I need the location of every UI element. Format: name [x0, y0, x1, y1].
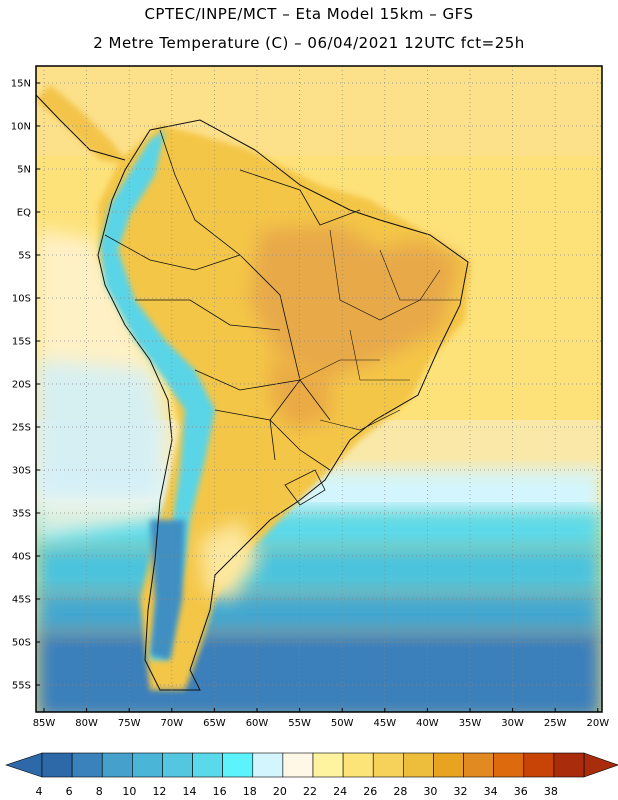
- colorbar-swatch: [403, 752, 434, 778]
- colorbar-label: 12: [152, 785, 166, 798]
- lat-tick-label: 30S: [12, 466, 31, 477]
- colorbar-swatch: [523, 752, 555, 778]
- coastline-south-america: [97, 119, 469, 691]
- colorbar-swatch: [162, 752, 193, 778]
- colorbar-label: 38: [544, 785, 558, 798]
- colorbar-swatch: [282, 752, 314, 778]
- colorbar-swatch: [372, 752, 404, 778]
- colorbar-label: 6: [66, 785, 73, 798]
- colorbar-label: 4: [36, 785, 43, 798]
- lat-tick-label: 15N: [11, 79, 31, 90]
- longitude-axis: 85W 80W 75W 70W 65W 60W 55W 50W 45W 40W 35W 30W 25W 2…: [33, 708, 609, 729]
- lon-tick-label: 45W: [373, 718, 396, 729]
- colorbar-swatch: [433, 752, 464, 778]
- state-borders: [299, 229, 460, 431]
- colorbar-swatch: [192, 752, 223, 778]
- lat-tick-label: 10N: [11, 122, 31, 133]
- colorbar-swatch: [463, 752, 494, 778]
- field-band-6c: [36, 630, 602, 712]
- colorbar-label: 32: [454, 785, 468, 798]
- chart-title-line1: CPTEC/INPE/MCT – Eta Model 15km – GFS: [144, 5, 474, 23]
- land-southern-andes: [150, 520, 185, 660]
- lon-tick-label: 70W: [160, 718, 183, 729]
- lat-tick-label: EQ: [17, 208, 31, 219]
- colorbar-label: 26: [363, 785, 377, 798]
- lat-tick-label: 35S: [12, 509, 31, 520]
- lat-tick-label: 55S: [12, 681, 31, 692]
- colorbar-swatch: [342, 752, 374, 778]
- field-band-10c: [36, 590, 602, 635]
- lon-tick-label: 55W: [288, 718, 311, 729]
- colorbar-swatch: [132, 752, 163, 778]
- lon-tick-label: 35W: [459, 718, 482, 729]
- lon-tick-label: 60W: [246, 718, 269, 729]
- land-central-america: [36, 85, 130, 165]
- lat-tick-label: 50S: [12, 638, 31, 649]
- lon-tick-label: 75W: [118, 718, 141, 729]
- colorbar-swatch: [101, 752, 133, 778]
- colorbar-label: 20: [273, 785, 287, 798]
- lat-tick-label: 20S: [12, 380, 31, 391]
- colorbar-label: 36: [514, 785, 528, 798]
- lat-tick-label: 15S: [12, 337, 31, 348]
- colorbar-swatch: [312, 752, 344, 778]
- colorbar-swatch: [71, 752, 103, 778]
- latitude-axis: 15N 10N 5N EQ 5S 10S 15S 20S 25S 30S 35S 40S 45S 50S 5…: [11, 79, 40, 692]
- lon-tick-label: 20W: [586, 718, 609, 729]
- colorbar-swatch: [493, 752, 525, 778]
- lon-tick-label: 85W: [33, 718, 56, 729]
- colorbar-label: 30: [423, 785, 437, 798]
- colorbar-label: 24: [333, 785, 347, 798]
- lon-tick-label: 40W: [416, 718, 439, 729]
- colorbar-min-arrow: [5, 752, 43, 778]
- colorbar-swatch: [222, 752, 254, 778]
- colorbar-label: 16: [213, 785, 227, 798]
- colorbar-label: 34: [484, 785, 498, 798]
- colorbar-swatch: [553, 752, 585, 778]
- lon-tick-label: 65W: [203, 718, 226, 729]
- colorbar-label: 18: [243, 785, 257, 798]
- lat-tick-label: 40S: [12, 552, 31, 563]
- colorbar-label: 22: [303, 785, 317, 798]
- map-frame: [35, 65, 603, 713]
- lat-tick-label: 5N: [17, 165, 31, 176]
- colorbar-swatch: [252, 752, 284, 778]
- colorbar-label: 28: [393, 785, 407, 798]
- lat-tick-label: 5S: [18, 251, 31, 262]
- lat-tick-label: 25S: [12, 423, 31, 434]
- colorbar-swatch: [41, 752, 73, 778]
- field-band-north: [36, 66, 602, 156]
- lon-tick-label: 30W: [501, 718, 524, 729]
- lat-tick-label: 45S: [12, 595, 31, 606]
- temperature-field: [36, 66, 602, 712]
- colorbar: 4 6 8 10 12 14 16 18 20 22 24 26 28 30 32 34 36 38: [5, 752, 618, 798]
- field-humboldt: [36, 360, 165, 500]
- field-band-12c: [36, 545, 602, 595]
- lon-tick-label: 80W: [75, 718, 98, 729]
- coastline-central-america: [36, 94, 126, 161]
- land-hot-pantanal: [270, 360, 330, 430]
- lon-tick-label: 50W: [331, 718, 354, 729]
- land-andes-cold: [100, 130, 215, 660]
- chart-title-line2: 2 Metre Temperature (C) – 06/04/2021 12U…: [93, 34, 525, 52]
- lat-tick-label: 10S: [12, 294, 31, 305]
- land-hot-interior: [250, 225, 460, 380]
- colorbar-label: 10: [122, 785, 136, 798]
- colorbar-label: 8: [96, 785, 103, 798]
- colorbar-label: 14: [183, 785, 197, 798]
- colorbar-max-arrow: [583, 752, 618, 778]
- lon-tick-label: 25W: [544, 718, 567, 729]
- country-borders: [104, 129, 361, 506]
